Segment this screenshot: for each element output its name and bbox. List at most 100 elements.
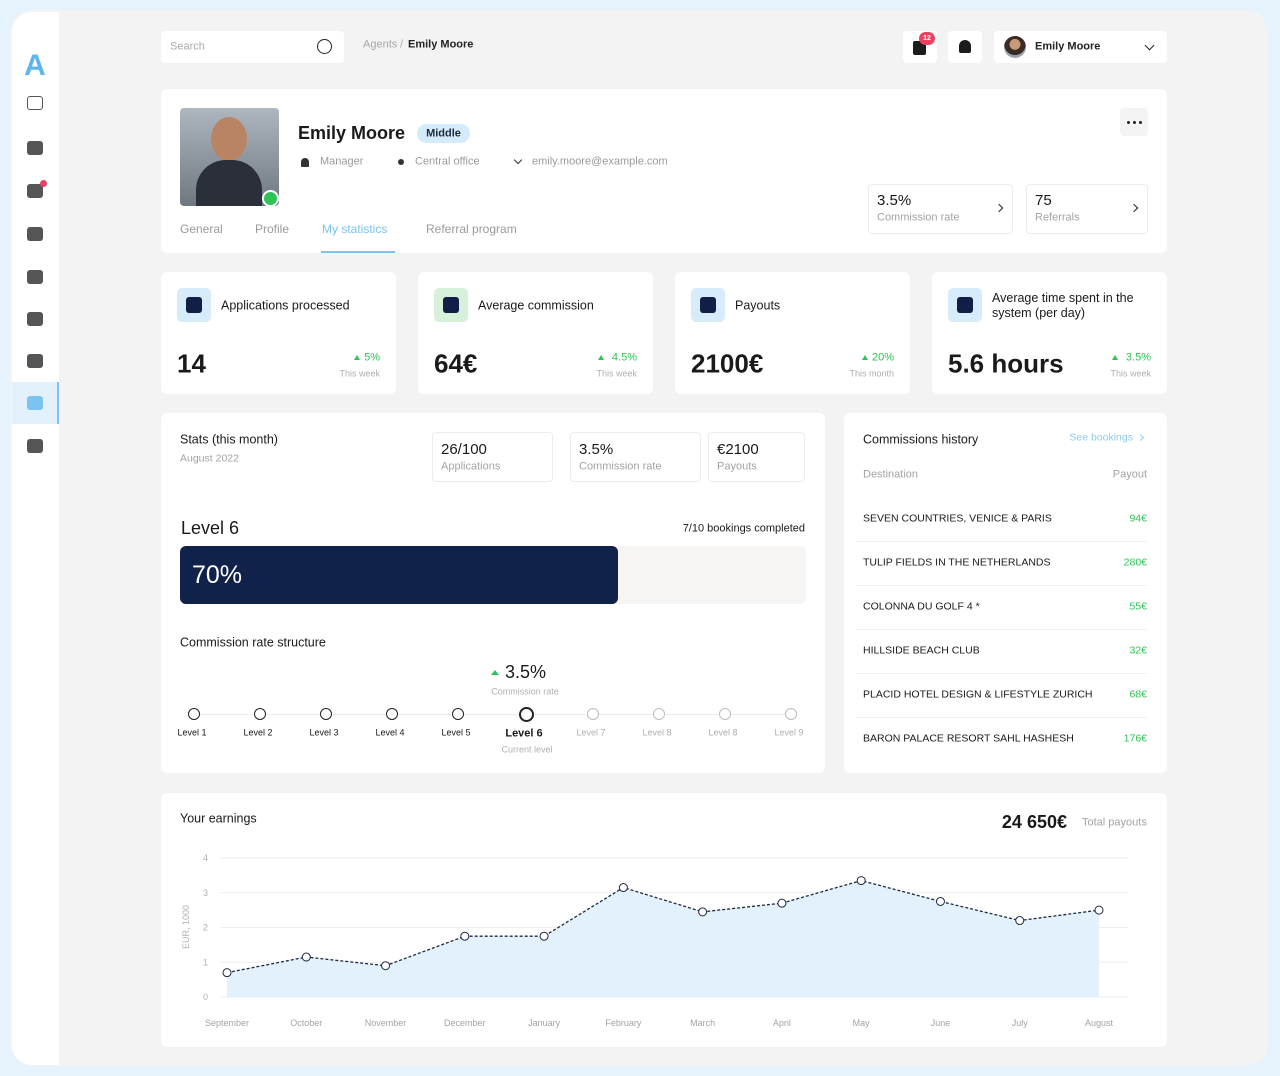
breadcrumb-parent: Agents [363,38,398,51]
stats-date: August 2022 [180,452,239,465]
area [227,880,1099,997]
x-tick-label: April [773,1018,791,1028]
nav-icon[interactable] [27,270,43,284]
profile-tab[interactable]: Referral program [426,221,517,236]
level-dot[interactable] [254,708,266,720]
trend-up [1112,355,1118,360]
data-point [777,898,787,908]
level-dot[interactable] [653,708,665,720]
x-tick-label: September [205,1018,249,1028]
data-point [698,907,708,917]
y-tick-label: 1 [203,957,208,967]
summary-value: 75 [1035,192,1052,209]
summary-box[interactable] [868,184,1013,234]
level-label: Level 5 [441,727,471,738]
destination: SEVEN COUNTRIES, VENICE & PARIS [863,512,1052,525]
profile-email: emily.moore@example.com [532,155,668,168]
row-divider [857,717,1147,718]
nav-icon[interactable] [27,96,43,110]
destination: TULIP FIELDS IN THE NETHERLANDS [863,556,1051,569]
data-point [1015,916,1025,926]
profile-badge: Middle [426,126,461,139]
profile-tab[interactable]: My statistics [322,221,388,236]
kpi-title: Average commission [478,298,594,313]
level-dot[interactable] [320,708,332,720]
user-name: Emily Moore [1035,40,1101,53]
summary-box[interactable] [1026,184,1148,234]
profile-tab[interactable]: General [180,221,223,236]
level-dot[interactable] [785,708,797,720]
x-tick-label: March [690,1018,715,1028]
level-label: Level 1 [177,727,207,738]
trend-up [861,355,868,360]
history-card [844,413,1167,773]
destination: HILLSIDE BEACH CLUB [863,644,980,657]
destination: COLONNA DU GOLF 4 * [863,600,980,613]
earnings-title: Your earnings [180,811,257,826]
nav-icon[interactable] [27,439,43,453]
kpi-change: 4.5% [611,351,637,364]
x-tick-label: November [365,1018,407,1028]
destination: BARON PALACE RESORT SAHL HASHESH [863,732,1074,745]
search-box[interactable] [161,31,344,63]
notification-count: 12 [923,34,931,42]
online-dot [262,190,279,207]
level-label: Level 9 [774,727,804,738]
x-tick-label: June [931,1018,951,1028]
tab-underline [321,251,395,253]
x-tick-label: May [853,1018,871,1028]
bell-icon [959,40,971,53]
x-tick-label: February [605,1018,642,1028]
level-dot[interactable] [452,708,464,720]
nav-icon[interactable] [27,312,43,326]
search-placeholder: Search [170,40,205,53]
level-label: Level 2 [243,727,273,738]
y-tick-label: 3 [203,888,208,898]
trend-up [598,355,604,360]
data-point [856,876,866,886]
y-tick-label: 0 [203,992,208,1002]
breadcrumb-current: Emily Moore [408,38,474,51]
level-dot[interactable] [587,708,599,720]
level-dot[interactable] [719,708,731,720]
level-label: Level 4 [375,727,405,738]
data-point [1094,905,1104,915]
summary-label: Referrals [1035,211,1080,224]
photo-body [196,160,262,206]
level-dot[interactable] [188,708,200,720]
structure-title: Commission rate structure [180,635,326,650]
profile-tab[interactable]: Profile [255,221,290,236]
level-label: Level 3 [309,727,339,738]
kpi-period: This week [339,368,380,379]
bookings-completed: 7/10 bookings completed [682,522,805,535]
level-dot[interactable] [518,706,534,722]
more-dot [1138,120,1142,124]
x-tick-label: August [1085,1018,1114,1028]
level-label: Level 7 [576,727,606,738]
data-point [460,931,470,941]
data-point [301,952,311,962]
badge-pill [417,124,470,143]
kpi-title: Applications processed [221,298,350,313]
y-tick-label: 4 [203,853,208,863]
see-bookings[interactable]: See bookings [1069,431,1133,444]
history-title: Commissions history [863,432,979,447]
stats-box [708,432,805,482]
nav-icon[interactable] [27,184,43,198]
nav-icon[interactable] [27,141,43,155]
nav-icon[interactable] [27,227,43,241]
kpi-change: 3.5% [1125,351,1151,364]
nav-icon[interactable] [27,354,43,368]
office-icon [398,159,404,165]
level-dot[interactable] [386,708,398,720]
stats-box-value: 3.5% [579,441,614,458]
profile-role: Manager [320,155,364,168]
structure-rate-label: Commission rate [491,686,559,697]
nav-icon[interactable] [27,396,43,410]
kpi-period: This month [849,368,894,379]
more-dot [1126,120,1130,124]
earnings-total-label: Total payouts [1082,816,1147,829]
kpi-icon [443,297,459,313]
breadcrumb-separator: / [400,38,404,51]
column-header: Payout [1112,468,1147,481]
